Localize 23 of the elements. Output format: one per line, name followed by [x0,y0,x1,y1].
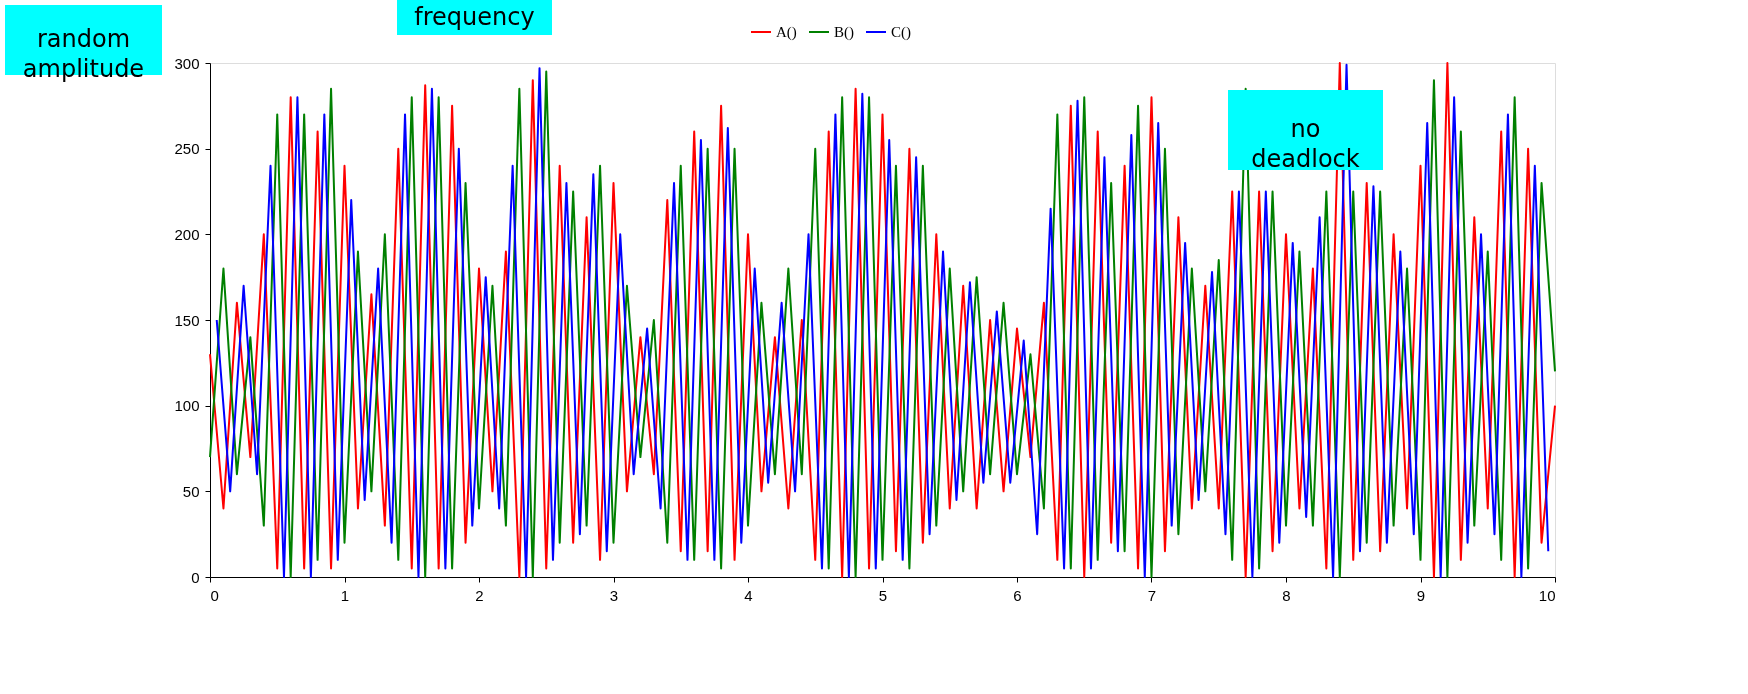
x-tick-label: 8 [1282,586,1291,604]
x-tick-label: 2 [475,586,484,604]
y-tick-label: 250 [174,140,200,158]
annotation: no deadlock [1251,115,1360,173]
x-tick-label: 1 [340,586,350,604]
x-tick-label: 6 [1013,586,1022,604]
y-tick-label: 150 [174,311,200,329]
y-tick-label: 100 [174,397,200,415]
x-tick-label: 7 [1147,586,1157,604]
y-tick-label: 300 [174,54,200,72]
y-tick-label: 200 [174,225,200,243]
x-tick-label: 3 [609,586,619,604]
legend-label: C() [891,24,911,41]
y-tick-label: 0 [191,568,200,586]
x-tick-label: 9 [1416,586,1426,604]
legend-label: B() [834,24,854,41]
x-tick-label: 10 [1538,586,1556,604]
x-tick-label: 0 [210,586,219,604]
legend-label: A() [776,24,797,41]
x-tick-label: 5 [878,586,888,604]
text: frequency [414,2,535,31]
y-tick-label: 50 [182,482,200,500]
x-tick-label: 4 [744,586,753,604]
